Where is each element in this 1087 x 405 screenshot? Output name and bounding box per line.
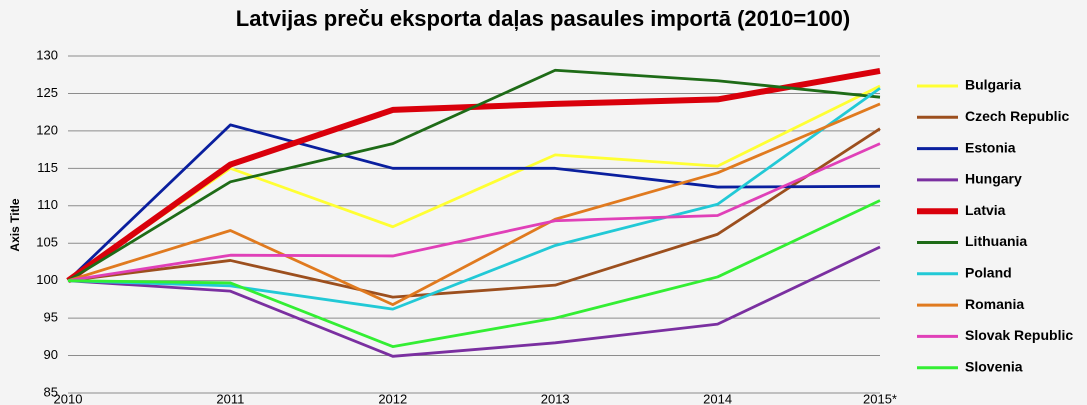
series-line	[67, 245, 881, 358]
legend-label: Estonia	[965, 139, 1016, 155]
legend-label: Romania	[965, 296, 1024, 312]
y-tick-label: 110	[37, 197, 58, 212]
series-line	[67, 102, 881, 307]
x-tick-label: 2010	[54, 391, 83, 405]
chart-title: Latvijas preču eksporta daļas pasaules i…	[236, 6, 850, 31]
legend-label: Slovenia	[965, 358, 1023, 374]
x-tick-label: 2015*	[863, 391, 897, 405]
legend-label: Czech Republic	[965, 108, 1069, 124]
y-tick-label: 125	[36, 85, 58, 100]
series-line	[67, 123, 881, 282]
legend-label: Slovak Republic	[965, 327, 1073, 343]
series-line	[67, 199, 881, 348]
x-tick-label: 2011	[216, 391, 244, 405]
x-tick-label: 2013	[541, 391, 570, 405]
y-tick-label: 85	[44, 384, 58, 399]
y-tick-label: 90	[44, 347, 58, 362]
y-tick-label: 130	[36, 47, 58, 62]
y-tick-label: 100	[36, 272, 58, 287]
legend-label: Hungary	[965, 171, 1022, 187]
legend-label: Latvia	[965, 202, 1006, 218]
series-line	[67, 68, 881, 282]
series-line	[67, 87, 881, 311]
y-tick-label: 95	[44, 310, 58, 325]
series-line	[67, 142, 881, 283]
y-axis-title: Axis Title	[8, 198, 22, 251]
y-tick-label: 105	[36, 235, 58, 250]
legend-label: Poland	[965, 265, 1012, 281]
y-tick-label: 120	[36, 122, 58, 137]
legend-label: Bulgaria	[965, 77, 1021, 93]
legend-label: Lithuania	[965, 233, 1027, 249]
x-tick-label: 2014	[703, 391, 732, 405]
series-line	[67, 127, 881, 299]
x-tick-label: 2012	[378, 391, 407, 405]
y-tick-label: 115	[37, 160, 58, 175]
